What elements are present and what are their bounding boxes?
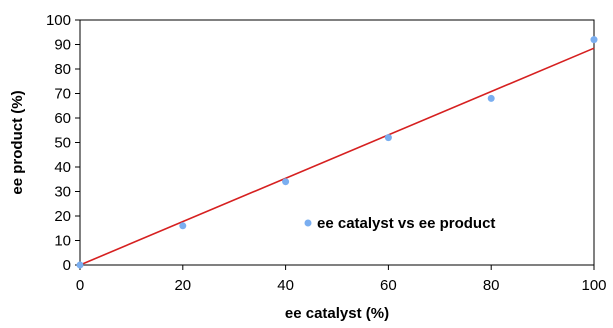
data-point xyxy=(179,222,187,230)
data-point xyxy=(384,134,392,142)
y-tick-label: 50 xyxy=(54,135,71,152)
y-tick-label: 10 xyxy=(54,233,71,250)
y-tick-label: 20 xyxy=(54,208,71,225)
trendline xyxy=(79,47,595,266)
legend-marker xyxy=(304,219,312,227)
data-points xyxy=(76,36,598,269)
y-axis-title: ee product (%) xyxy=(9,90,26,194)
x-axis-ticks: 0 20 40 60 80 100 xyxy=(76,265,607,294)
x-tick-label: 100 xyxy=(581,277,606,294)
y-tick-label: 70 xyxy=(54,86,71,103)
data-point xyxy=(282,178,290,186)
data-point xyxy=(76,261,84,269)
data-point xyxy=(590,36,598,44)
x-tick-label: 20 xyxy=(174,277,191,294)
legend-label: ee catalyst vs ee product xyxy=(317,215,495,232)
y-tick-label: 30 xyxy=(54,184,71,201)
y-tick-label: 100 xyxy=(46,12,71,29)
y-tick-label: 40 xyxy=(54,159,71,176)
x-tick-label: 80 xyxy=(483,277,500,294)
legend: ee catalyst vs ee product xyxy=(304,215,495,232)
y-axis-ticks: 0 10 20 30 40 50 60 70 80 90 100 xyxy=(46,12,80,274)
y-tick-label: 90 xyxy=(54,37,71,54)
x-tick-label: 0 xyxy=(76,277,84,294)
data-point xyxy=(487,94,495,102)
y-tick-label: 60 xyxy=(54,110,71,127)
x-tick-label: 40 xyxy=(277,277,294,294)
y-tick-label: 0 xyxy=(63,257,71,274)
y-tick-label: 80 xyxy=(54,61,71,78)
x-tick-label: 60 xyxy=(380,277,397,294)
x-axis-title: ee catalyst (%) xyxy=(285,305,389,322)
plot-area xyxy=(79,19,595,266)
